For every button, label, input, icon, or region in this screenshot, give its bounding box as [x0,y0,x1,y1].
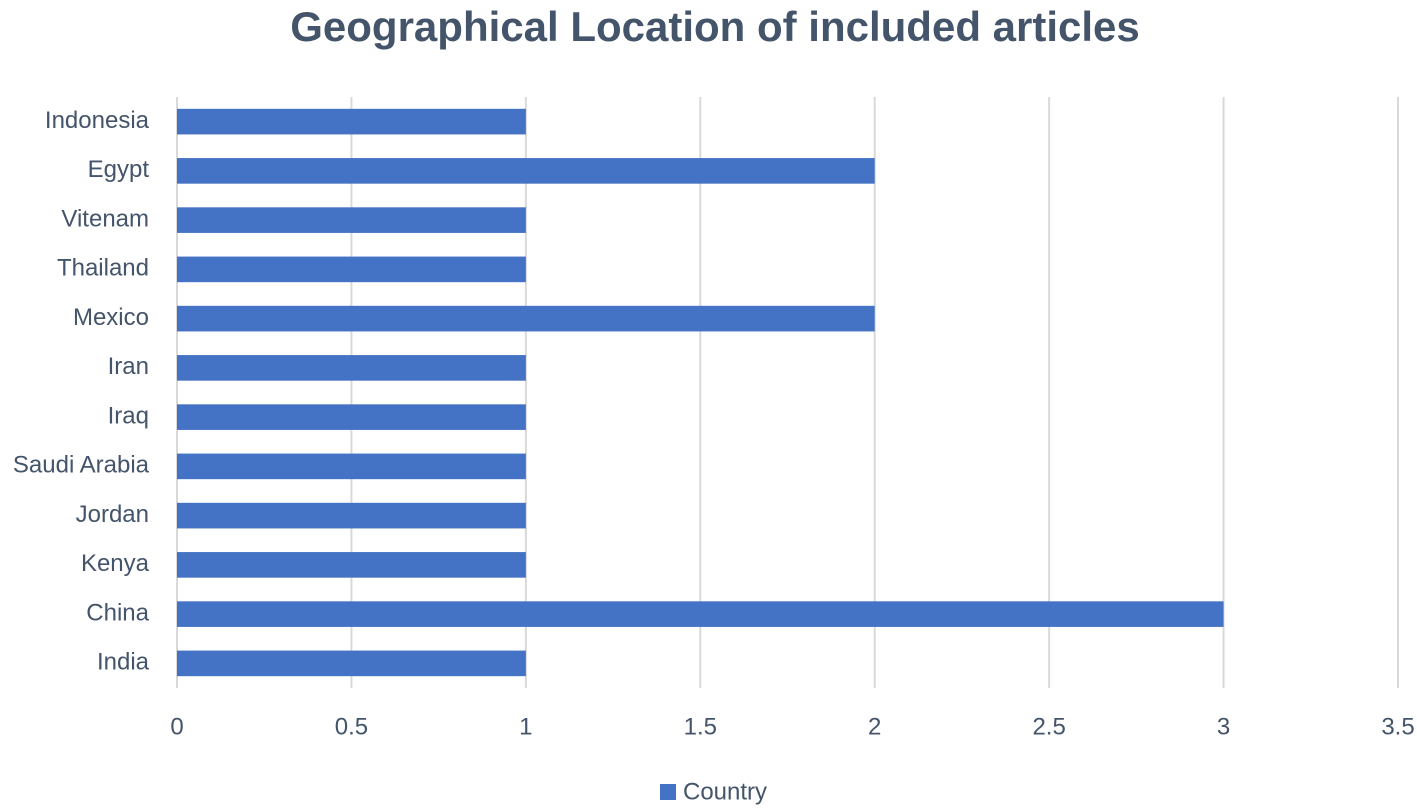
bar [177,404,526,430]
bar [177,207,526,233]
x-tick-label: 3 [1217,713,1230,740]
y-tick-label: India [97,649,150,676]
y-tick-label: Indonesia [45,107,150,134]
bar [177,552,526,578]
y-tick-label: Kenya [81,550,150,577]
x-tick-label: 1.5 [684,713,717,740]
x-tick-label: 2 [868,713,881,740]
y-tick-label: Saudi Arabia [13,452,150,479]
y-tick-label: Mexico [73,304,149,331]
bar [177,601,1224,627]
x-tick-label: 1 [519,713,532,740]
y-tick-label: Iran [108,353,149,380]
bar [177,355,526,381]
x-tick-label: 0.5 [335,713,368,740]
y-tick-label: China [86,599,149,626]
x-tick-label: 0 [170,713,183,740]
chart-title: Geographical Location of included articl… [290,3,1140,50]
y-tick-label: Jordan [76,501,149,528]
y-tick-label: Iraq [108,402,149,429]
x-tick-label: 2.5 [1032,713,1065,740]
bar [177,108,526,135]
y-tick-label: Egypt [88,156,150,183]
legend-swatch [660,784,676,800]
legend-label: Country [683,778,767,805]
y-tick-label: Thailand [57,255,149,282]
bar [177,502,526,529]
bar [177,305,875,332]
bar [177,158,875,184]
y-tick-label: Vitenam [61,205,149,232]
bar [177,256,526,283]
bar [177,650,526,677]
x-tick-label: 3.5 [1381,713,1414,740]
bar [177,453,526,480]
